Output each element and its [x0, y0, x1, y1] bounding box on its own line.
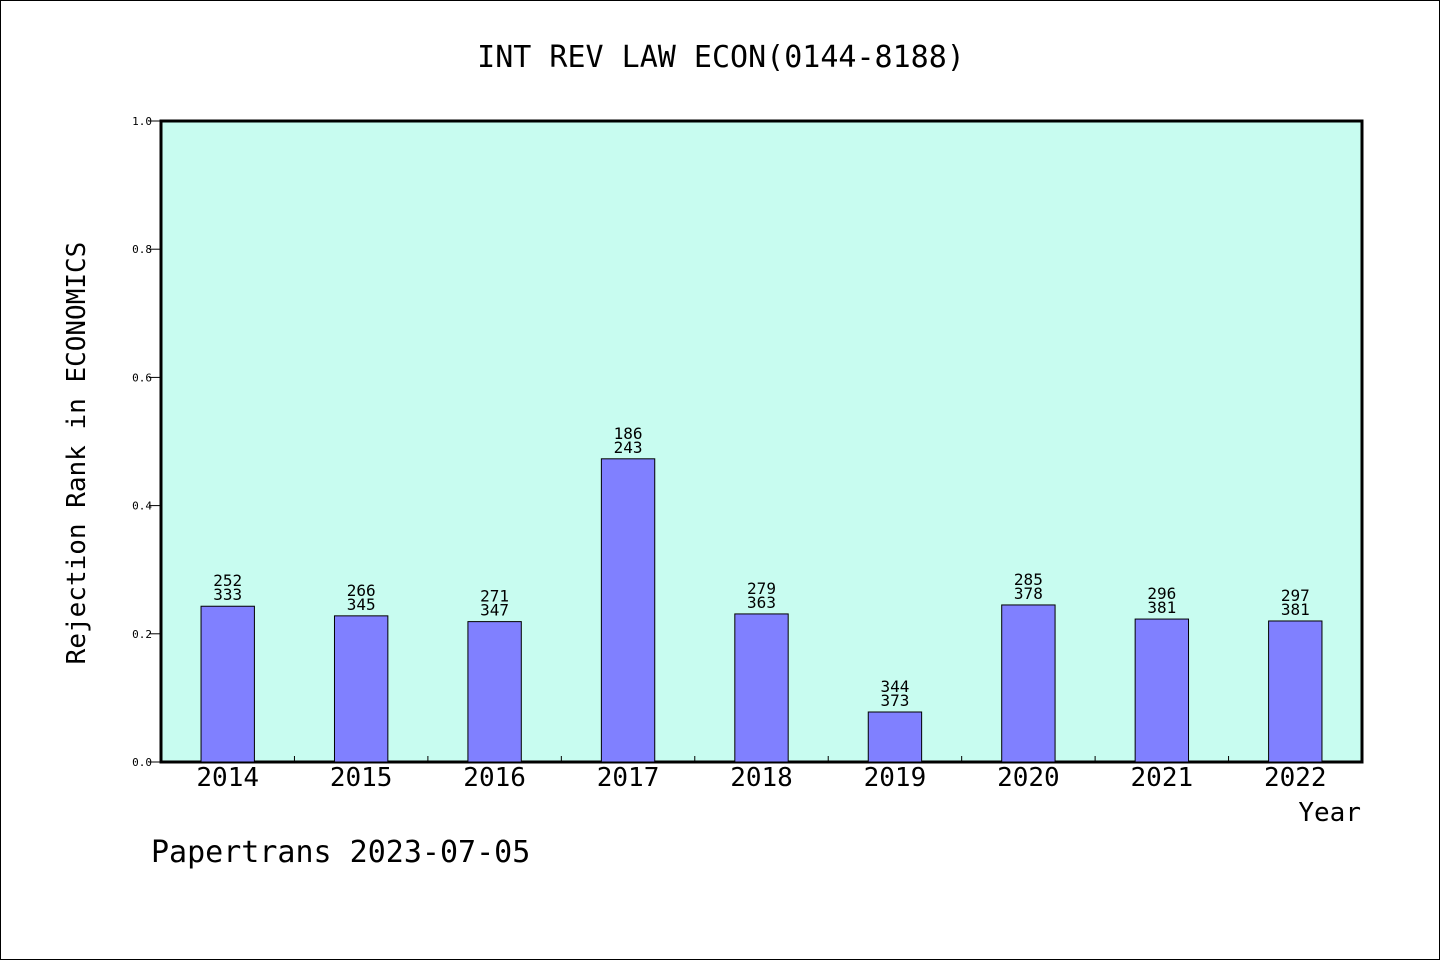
bar-label-bottom: 378 [1014, 584, 1043, 603]
bar-label-bottom: 363 [747, 593, 776, 612]
bar-label-top: 296 [1147, 584, 1176, 603]
bar-label-top: 266 [347, 581, 376, 600]
bar [467, 621, 522, 763]
y-tick-label: 1.0 [132, 115, 152, 128]
bar-label-top: 279 [747, 579, 776, 598]
bar [600, 458, 656, 763]
footer-credit: Papertrans 2023-07-05 [151, 835, 531, 870]
x-axis: 2014 2015 2016 2017 2018 2019 2020 2021 2022 [196, 756, 1327, 793]
x-tick-label: 2017 [597, 763, 660, 793]
chart-title: INT REV LAW ECON(0144-8188) [477, 40, 965, 75]
bar-label-bottom: 345 [347, 595, 376, 614]
bar [1001, 604, 1056, 763]
bar [867, 711, 923, 763]
bar-label-bottom: 381 [1147, 598, 1176, 617]
bar-label-top: 271 [480, 587, 509, 606]
y-axis-label: Rejection Rank in ECONOMICS [62, 242, 92, 665]
x-axis-label: Year [1298, 798, 1361, 828]
y-tick-label: 0.0 [132, 756, 152, 769]
y-tick-label: 0.6 [132, 371, 152, 384]
x-tick-label: 2020 [997, 763, 1060, 793]
bar-label-bottom: 243 [614, 438, 643, 457]
x-tick-label: 2015 [330, 763, 393, 793]
x-tick-label: 2019 [864, 763, 927, 793]
bar-label-bottom: 373 [880, 691, 909, 710]
bar [333, 615, 389, 763]
x-tick-label: 2014 [196, 763, 259, 793]
bar [200, 605, 255, 763]
y-axis: 0.0 0.2 0.4 0.6 0.8 1.0 [132, 115, 161, 769]
x-tick-label: 2021 [1131, 763, 1194, 793]
bar [1268, 620, 1323, 763]
bar [1134, 618, 1190, 763]
y-tick-label: 0.2 [132, 628, 152, 641]
bar-label-bottom: 381 [1281, 600, 1310, 619]
y-tick-label: 0.4 [132, 500, 152, 513]
bar-label-top: 252 [213, 571, 242, 590]
bar-label-bottom: 333 [213, 585, 242, 604]
x-tick-label: 2018 [730, 763, 793, 793]
bar-label-top: 285 [1014, 570, 1043, 589]
bar-label-top: 186 [614, 424, 643, 443]
bar-label-top: 344 [880, 677, 909, 696]
bar-label-top: 297 [1281, 586, 1310, 605]
x-tick-label: 2022 [1264, 763, 1327, 793]
y-tick-label: 0.8 [132, 243, 152, 256]
bar [734, 613, 789, 763]
bar-label-bottom: 347 [480, 601, 509, 620]
x-tick-label: 2016 [463, 763, 526, 793]
